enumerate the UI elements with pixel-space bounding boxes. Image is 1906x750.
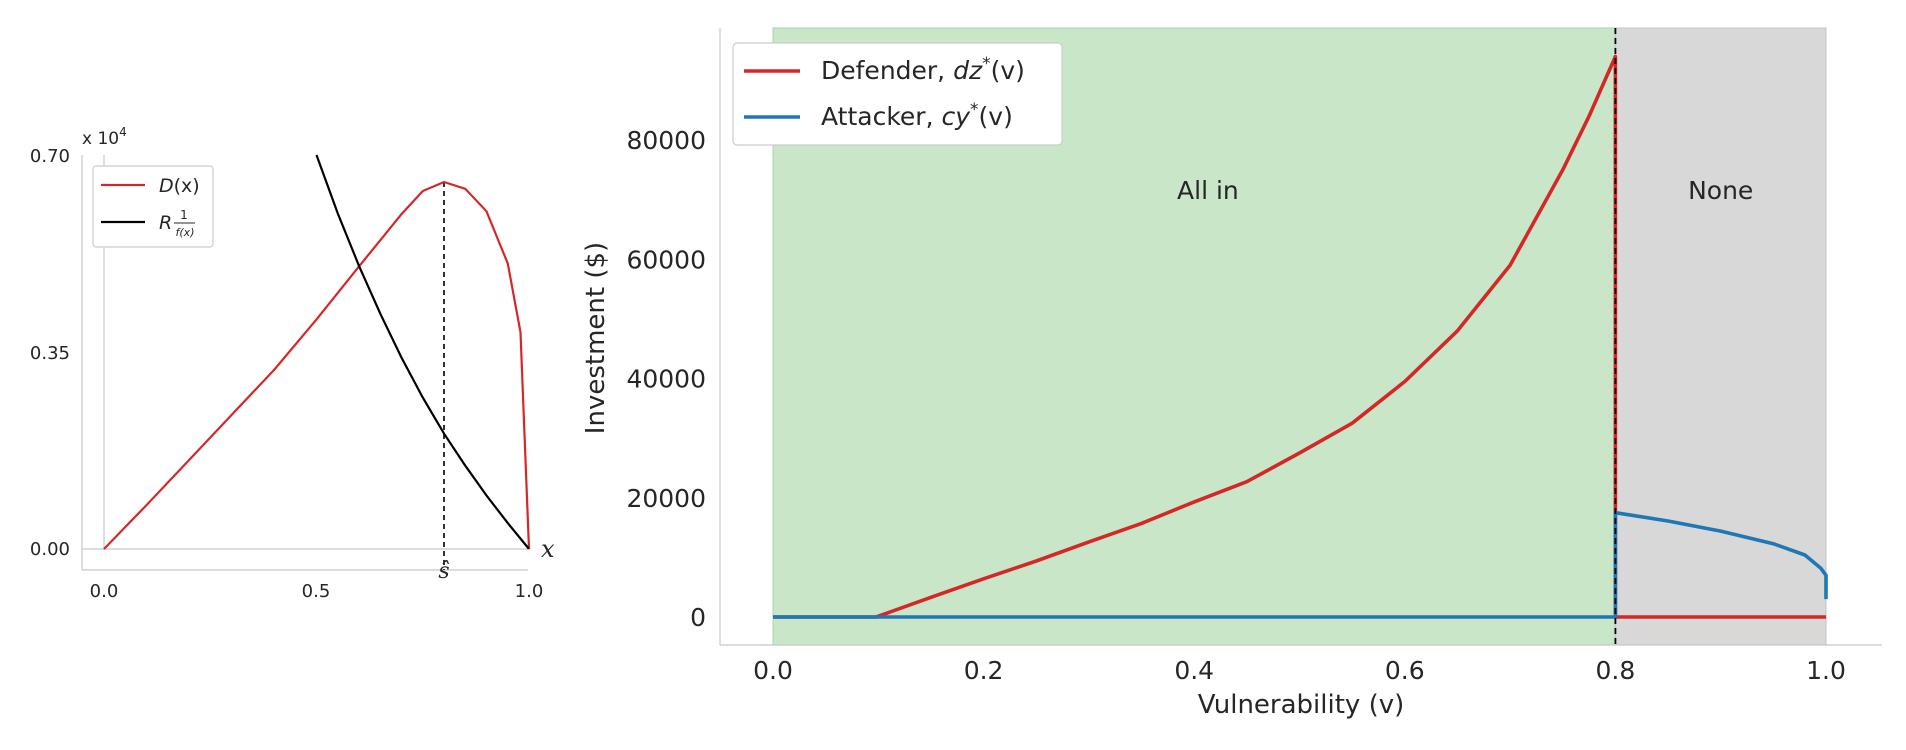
attacker-line (773, 510, 1828, 619)
region-none (1614, 27, 1827, 646)
region-label-none: None (1688, 176, 1753, 205)
right-xtick-label: 1.0 (1806, 656, 1846, 685)
legend-attacker-prefix: Attacker, (821, 102, 941, 131)
right-xtick-label: 0.2 (964, 656, 1004, 685)
legend-attacker-var: cy (941, 102, 971, 131)
legend-label-attacker: Attacker, cy*(v) (821, 100, 1013, 131)
legend-defender-prefix: Defender, (821, 56, 953, 85)
left-legend-label-r-num: 1 (180, 208, 188, 222)
right-chart: All in None 0 20000 40000 60000 80000 0.0 0.2… (581, 27, 1882, 720)
left-xtick-label: 1.0 (515, 581, 544, 602)
right-xtick-label: 0.6 (1385, 656, 1425, 685)
left-ytick-label: 0.70 (30, 146, 70, 167)
legend-defender-sup: * (982, 54, 991, 74)
legend-defender-arg: (v) (991, 56, 1025, 85)
left-xtick-label: 0.5 (302, 581, 331, 602)
left-legend-d-rest: (x) (174, 175, 200, 197)
left-legend-label-r-den: f(x) (176, 226, 195, 239)
left-xtick-label: 0.0 (90, 581, 119, 602)
right-xticks: 0.0 0.2 0.4 0.6 0.8 1.0 (753, 656, 1846, 685)
left-ytick-label: 0.00 (30, 539, 70, 560)
right-y-axis-label: Investment ($) (581, 242, 611, 434)
left-legend-box (92, 165, 214, 248)
right-xtick-label: 0.8 (1596, 656, 1636, 685)
left-legend: D(x) R 1 f(x) (92, 165, 214, 248)
legend-label-defender: Defender, dz*(v) (821, 54, 1025, 85)
left-y-scale-exp: 4 (119, 125, 127, 139)
defender-line (773, 54, 1826, 619)
legend-attacker-sup: * (970, 100, 979, 120)
right-ytick-label: 40000 (626, 365, 706, 394)
left-legend-label-d: D(x) (159, 175, 200, 197)
region-label-all-in: All in (1177, 176, 1239, 205)
left-legend-label-r-main: R (159, 212, 172, 234)
right-xtick-label: 0.0 (753, 656, 793, 685)
d-of-x-line (103, 180, 531, 550)
s-hat-label: ŝ (438, 559, 449, 584)
right-ytick-label: 60000 (626, 245, 706, 274)
right-ytick-label: 80000 (626, 126, 706, 155)
left-x-axis-label: x (541, 535, 555, 563)
right-yticks: 0 20000 40000 60000 80000 (626, 126, 706, 632)
left-chart: x 104 0.70 0.35 0.00 0.0 0.5 1.0 x ŝ D(x… (30, 125, 555, 602)
right-legend: Defender, dz*(v) Attacker, cy*(v) (732, 42, 1063, 146)
left-ytick-label: 0.35 (30, 343, 70, 364)
right-ytick-label: 20000 (626, 484, 706, 513)
legend-defender-var: dz (953, 56, 983, 85)
right-x-axis-label: Vulnerability (v) (1198, 690, 1405, 720)
right-legend-box (732, 42, 1063, 146)
right-xtick-label: 0.4 (1174, 656, 1214, 685)
legend-attacker-arg: (v) (979, 102, 1013, 131)
left-y-scale-label: x 104 (82, 125, 127, 149)
r-over-f-line (315, 154, 530, 550)
right-ytick-label: 0 (690, 603, 706, 632)
left-legend-d-main: D (159, 175, 174, 197)
